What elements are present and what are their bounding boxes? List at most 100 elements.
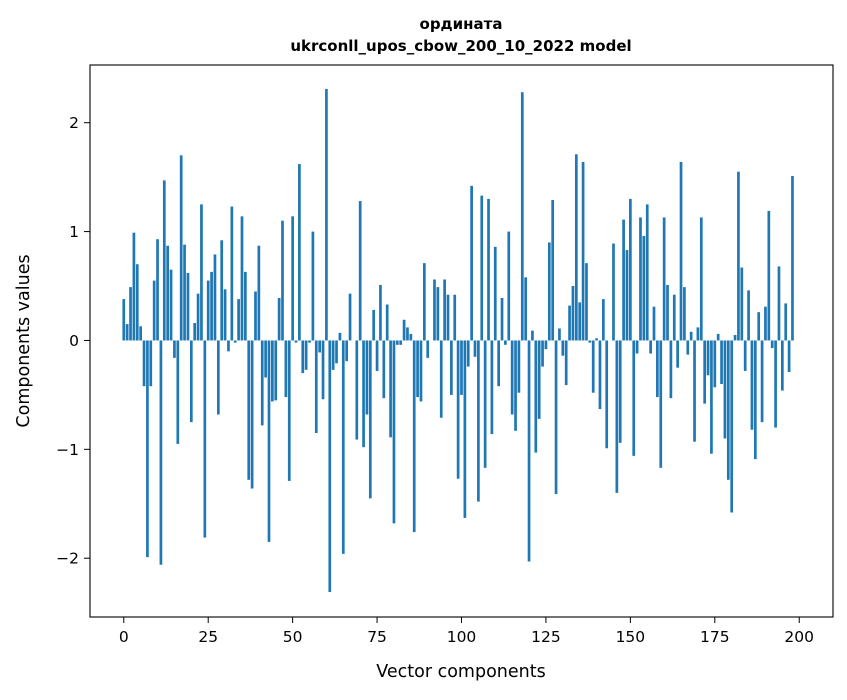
bar xyxy=(393,340,396,523)
bar xyxy=(258,246,261,341)
bar xyxy=(129,287,132,340)
bar xyxy=(734,335,737,340)
x-tick-label: 50 xyxy=(283,628,303,646)
bar xyxy=(153,281,156,341)
bar xyxy=(291,216,294,340)
bar xyxy=(288,340,291,480)
bar xyxy=(224,289,227,340)
bar xyxy=(595,338,598,340)
chart-subtitle: ukrconll_upos_cbow_200_10_2022 model xyxy=(290,37,631,55)
bar xyxy=(717,334,720,341)
bar xyxy=(217,340,220,414)
y-axis-label: Components values xyxy=(14,254,34,427)
bar xyxy=(322,340,325,399)
x-tick-label: 125 xyxy=(531,628,561,646)
bar xyxy=(312,232,315,341)
bar xyxy=(592,340,595,392)
bar xyxy=(572,286,575,340)
bar xyxy=(170,270,173,341)
bar xyxy=(244,272,247,341)
bar xyxy=(464,340,467,517)
bar xyxy=(460,340,463,394)
bar xyxy=(139,326,142,340)
bar xyxy=(484,340,487,467)
bar xyxy=(781,340,784,390)
bar xyxy=(477,340,480,501)
bar xyxy=(626,250,629,340)
bar xyxy=(470,186,473,341)
bar xyxy=(690,332,693,341)
bar xyxy=(268,340,271,541)
bar xyxy=(629,199,632,341)
bar xyxy=(433,279,436,340)
bar xyxy=(524,277,527,340)
x-tick-label: 75 xyxy=(367,628,387,646)
bar xyxy=(149,340,152,386)
bar xyxy=(247,340,250,479)
chart-title: ордината xyxy=(420,15,503,33)
bar xyxy=(207,281,210,341)
bar xyxy=(619,340,622,442)
bar xyxy=(693,340,696,441)
bar xyxy=(767,211,770,341)
bar xyxy=(173,340,176,357)
bar xyxy=(791,176,794,340)
bar xyxy=(251,340,254,488)
bar xyxy=(143,340,146,386)
bar xyxy=(403,320,406,341)
bar xyxy=(156,239,159,340)
bar xyxy=(710,340,713,453)
bar xyxy=(639,217,642,340)
bar xyxy=(220,240,223,340)
bar xyxy=(183,245,186,341)
bar xyxy=(301,340,304,373)
bar xyxy=(582,162,585,341)
bar xyxy=(318,340,321,352)
bar xyxy=(528,340,531,561)
bar xyxy=(406,327,409,340)
bar xyxy=(578,302,581,340)
bar xyxy=(176,340,179,443)
bar xyxy=(295,340,298,342)
bar xyxy=(534,340,537,452)
bar xyxy=(305,340,308,369)
bar xyxy=(416,340,419,397)
bar xyxy=(261,340,264,425)
bar xyxy=(686,340,689,354)
bar xyxy=(565,340,568,385)
bar xyxy=(656,340,659,397)
bar xyxy=(676,340,679,367)
bar xyxy=(744,340,747,370)
bar xyxy=(339,333,342,341)
bar xyxy=(399,340,402,344)
bar xyxy=(713,340,716,387)
bar xyxy=(555,340,558,494)
bar xyxy=(764,307,767,341)
bar xyxy=(372,310,375,340)
bar xyxy=(730,340,733,512)
bar xyxy=(126,324,129,340)
bar xyxy=(440,340,443,417)
bar xyxy=(396,340,399,344)
bar xyxy=(450,340,453,394)
bar xyxy=(241,216,244,340)
bar xyxy=(386,305,389,341)
bar xyxy=(649,340,652,353)
bar xyxy=(237,299,240,340)
bar xyxy=(278,298,281,340)
y-tick-label: 0 xyxy=(69,332,79,350)
bar xyxy=(757,312,760,340)
bar xyxy=(467,340,470,366)
bar xyxy=(737,172,740,341)
bar xyxy=(298,164,301,340)
bar xyxy=(761,340,764,422)
bar xyxy=(548,242,551,340)
bar xyxy=(518,340,521,392)
bar xyxy=(697,327,700,340)
bar xyxy=(271,340,274,401)
bar xyxy=(254,291,257,340)
bar xyxy=(561,340,564,355)
x-tick-label: 0 xyxy=(119,628,129,646)
bar xyxy=(163,180,166,340)
